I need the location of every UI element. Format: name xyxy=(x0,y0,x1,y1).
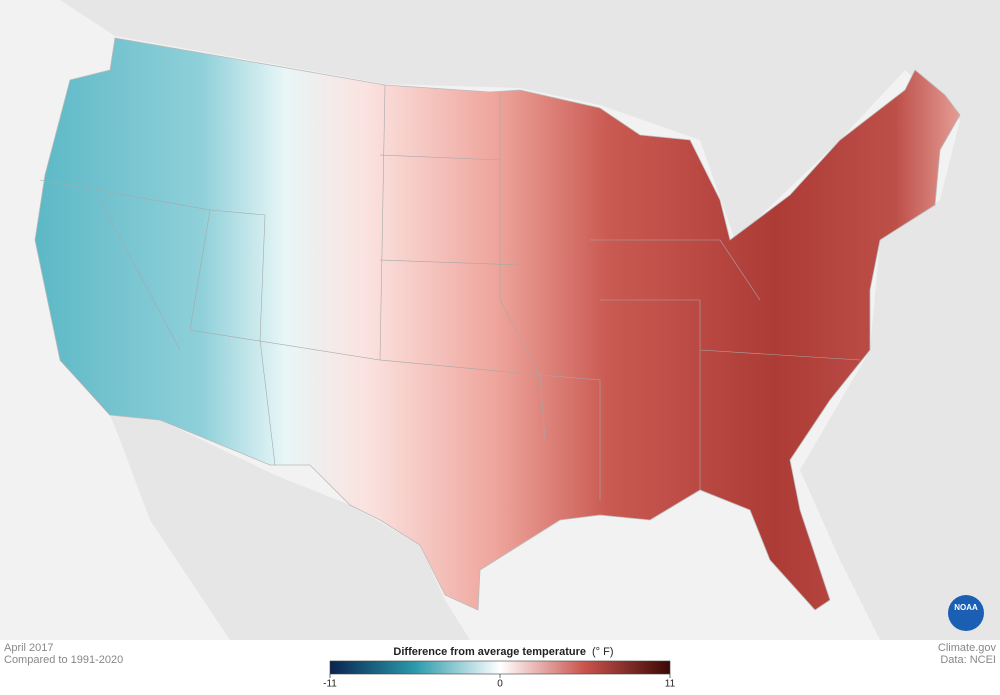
date: April 2017 xyxy=(4,642,54,654)
colorbar-tick-label: 0 xyxy=(497,679,503,690)
colorbar xyxy=(329,660,671,675)
logo-circle xyxy=(948,595,984,631)
state-borders xyxy=(39,84,861,500)
mexico-land xyxy=(110,415,470,640)
noaa-logo: NOAA xyxy=(948,595,984,631)
logo-text: NOAA xyxy=(954,603,978,612)
comparison: Compared to 1991-2020 xyxy=(4,654,123,666)
canada-land xyxy=(0,0,1000,640)
site: Climate.gov xyxy=(938,642,997,654)
colorbar-tick-label: 11 xyxy=(665,679,676,690)
us-temperature-anomaly xyxy=(34,37,961,611)
colorbar-tick-label: -11 xyxy=(323,679,337,690)
legend-unit: (° F) xyxy=(592,646,614,658)
source: Data: NCEI xyxy=(940,654,996,666)
legend-title: Difference from average temperature xyxy=(393,646,586,658)
